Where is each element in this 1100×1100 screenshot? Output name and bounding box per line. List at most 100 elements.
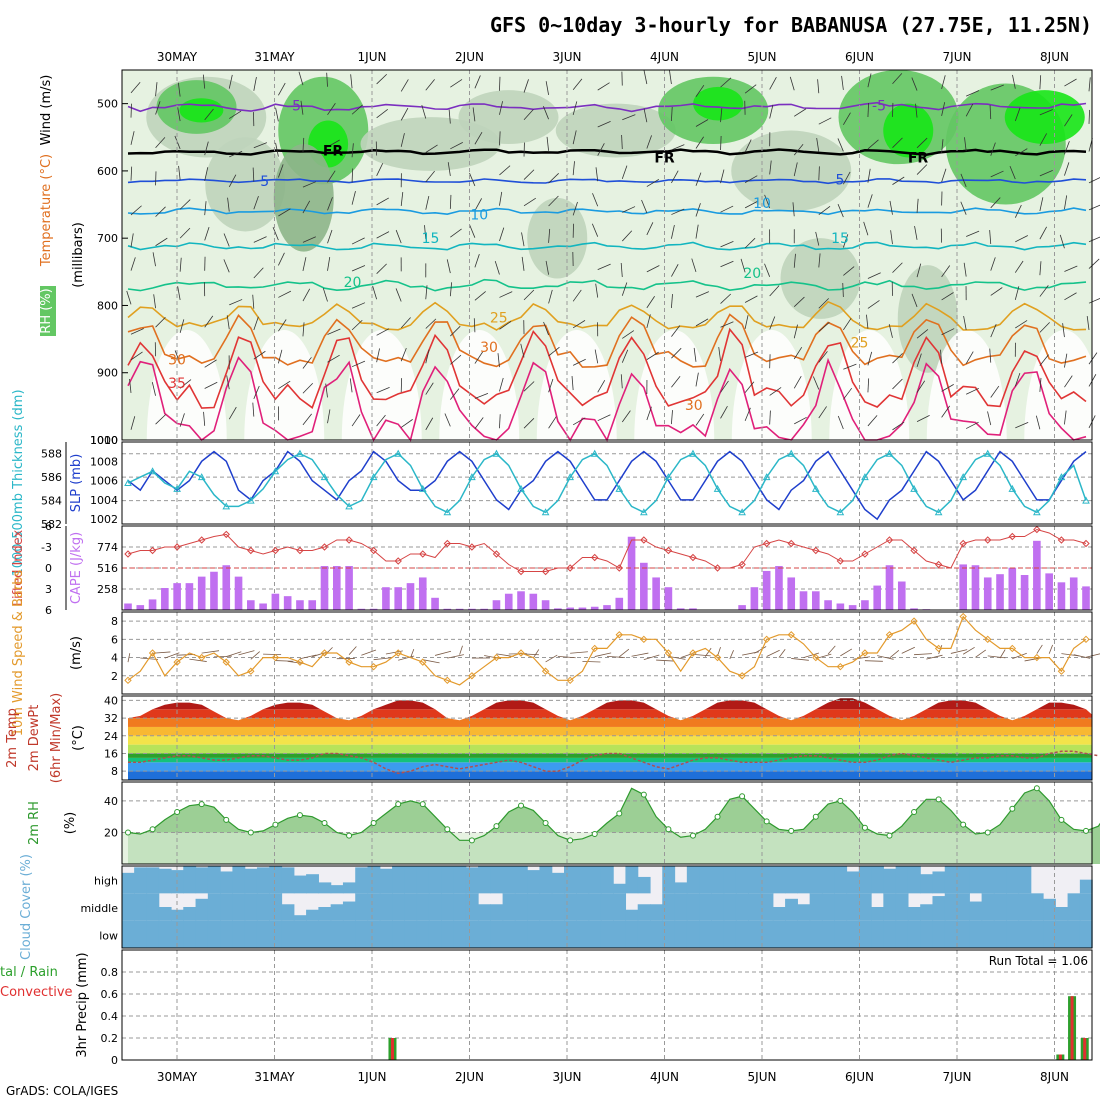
- rh-marker: [960, 821, 967, 828]
- contour-label: 5: [260, 174, 269, 190]
- wind-barb: [793, 346, 803, 360]
- cloud-low-cell: [404, 920, 418, 948]
- cape-bar: [762, 570, 771, 610]
- rh-axis-label: RH (%): [39, 288, 54, 333]
- thickness-tick: 588: [41, 448, 62, 461]
- cloud-low-cell: [564, 920, 577, 948]
- wind-barb: [1015, 421, 1029, 429]
- cape-bar: [554, 608, 562, 610]
- cloud-high-cell: [613, 883, 627, 894]
- cape-bar: [148, 599, 157, 610]
- cape-bar: [541, 600, 550, 610]
- wind-barb: [572, 358, 586, 366]
- rh-marker: [247, 829, 254, 836]
- cloud-low-cell: [416, 920, 430, 948]
- wind-barb: [351, 168, 354, 183]
- wind-barb: [622, 330, 635, 339]
- cloud-middle-cell: [453, 893, 467, 921]
- wind-barb: [1014, 372, 1021, 387]
- pressure-tick: 1000: [90, 434, 118, 447]
- wind-speed-marker: [787, 631, 795, 639]
- cape-bar: [259, 603, 267, 610]
- thickness-marker: [910, 484, 918, 492]
- contour-label: 15: [422, 231, 440, 247]
- bottom-date-label: 5JUN: [748, 1070, 777, 1084]
- wind-barb: [499, 191, 503, 206]
- contour-label: -5: [872, 99, 886, 115]
- cloud-level-label: middle: [80, 902, 118, 915]
- cloud-low-cell: [674, 920, 688, 948]
- wind-barb: [695, 203, 701, 217]
- wind-barb: [376, 328, 390, 336]
- wind-barb: [278, 290, 292, 298]
- wind-barb: [130, 103, 132, 118]
- wind-speed-marker: [885, 631, 894, 639]
- rh-marker: [911, 808, 918, 815]
- cape-bar: [185, 583, 194, 610]
- lifted-marker: [762, 539, 771, 548]
- surface-wind-barb: [766, 649, 780, 657]
- rh-marker: [321, 820, 328, 826]
- thickness-marker: [197, 473, 206, 481]
- lifted-marker: [443, 539, 452, 548]
- wind-barb: [499, 414, 501, 429]
- cloud-low-cell: [834, 920, 848, 948]
- cape-bar: [247, 600, 255, 610]
- isotherm-15: [127, 241, 1087, 251]
- panel-frame: [121, 69, 1093, 441]
- wind-barb: [769, 387, 782, 396]
- panel-frame: [121, 781, 1093, 865]
- temp2m-panel: 40 32 24 16 8 2m Temp 2m DewPt (6hr Min/Max) (°C…: [5, 693, 1099, 783]
- wind-barb: [789, 76, 795, 91]
- wind-barb: [1088, 109, 1090, 124]
- surface-wind-barb: [889, 650, 900, 659]
- wind-barb: [204, 359, 217, 368]
- surface-wind-barb: [926, 654, 943, 660]
- lifted-marker: [787, 539, 795, 548]
- lifted-marker: [640, 536, 648, 544]
- wind-barb: [744, 315, 749, 329]
- wind-barb: [155, 137, 166, 148]
- wind-barb: [769, 104, 774, 119]
- thickness-marker: [615, 484, 624, 492]
- wind-barb: [911, 77, 918, 91]
- wind-barb: [793, 296, 805, 307]
- rh-marker: [346, 832, 353, 839]
- wind-barb: [892, 262, 903, 273]
- temp-tick: 24: [104, 730, 118, 743]
- wind-barb: [987, 411, 992, 426]
- wind-barb: [720, 380, 729, 393]
- isotherm-5: [127, 178, 1087, 185]
- cloud-middle-cell: [1043, 898, 1056, 921]
- cape-bar: [873, 585, 882, 610]
- wind-barb: [499, 227, 505, 242]
- wind-barb: [1064, 78, 1077, 87]
- cloud-low-cell: [318, 920, 332, 948]
- wind-barb: [695, 172, 702, 186]
- cloud-middle-cell: [1006, 893, 1020, 921]
- thickness-marker: [517, 484, 525, 492]
- wind-barb: [941, 75, 946, 89]
- wind-barb: [130, 416, 136, 430]
- cloud-low-cell: [748, 920, 762, 948]
- cloud-low-cell: [993, 920, 1007, 948]
- cloud-middle-cell: [969, 901, 983, 921]
- panel-frame: [121, 441, 1093, 525]
- cloud-low-cell: [625, 920, 639, 948]
- rh-marker: [837, 797, 844, 804]
- pressure-tick: 800: [97, 299, 118, 312]
- isotherm-30: [127, 313, 1087, 368]
- wind-barb: [450, 79, 463, 88]
- wind-speed-marker: [369, 662, 378, 671]
- rh-marker: [296, 812, 303, 819]
- surface-wind-barb: [803, 652, 820, 658]
- wind-barb: [130, 131, 135, 145]
- wind-speed-marker: [836, 662, 845, 671]
- cloud-middle-cell: [514, 893, 528, 921]
- wind-barb: [372, 285, 378, 300]
- wind-barb: [1014, 107, 1021, 122]
- thickness-marker: [320, 473, 329, 481]
- wind-barb: [960, 201, 967, 215]
- wind-barb: [177, 286, 181, 301]
- cloud-middle-cell: [306, 909, 319, 921]
